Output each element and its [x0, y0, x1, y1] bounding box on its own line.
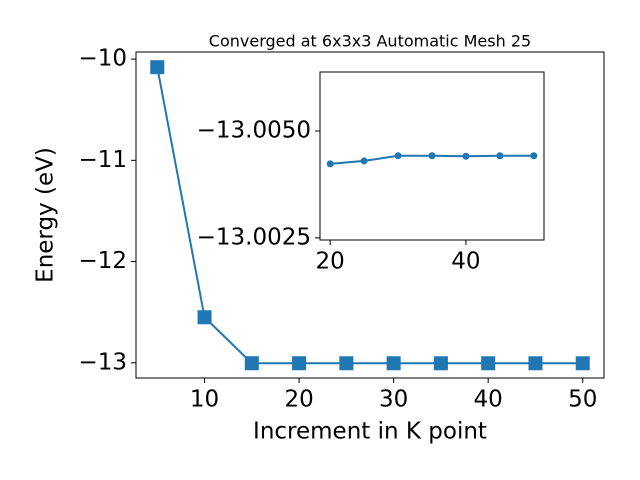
marker — [394, 152, 402, 160]
x-tick-label: 20 — [316, 249, 345, 275]
marker — [360, 157, 368, 165]
marker — [530, 152, 538, 160]
marker — [575, 356, 590, 371]
marker — [326, 160, 334, 168]
x-tick-label: 10 — [190, 387, 219, 413]
plot-frame — [135, 51, 605, 379]
x-tick-label: 40 — [474, 387, 503, 413]
y-tick-label: −10 — [78, 46, 127, 72]
y-tick-label: −12 — [78, 248, 127, 274]
y-tick-label: −13 — [78, 349, 127, 375]
marker — [150, 60, 165, 75]
marker — [386, 356, 401, 371]
marker — [197, 310, 212, 325]
y-tick-label: −11 — [78, 147, 127, 173]
marker — [292, 356, 307, 371]
plot-frame — [319, 71, 545, 241]
x-tick-label: 40 — [451, 249, 480, 275]
chart-title: Converged at 6x3x3 Automatic Mesh 25 — [209, 32, 531, 51]
y-tick-label: −13.0050 — [197, 117, 311, 143]
marker — [244, 356, 259, 371]
y-axis-label: Energy (eV) — [33, 147, 59, 283]
marker — [428, 152, 436, 160]
x-tick-label: 50 — [568, 387, 597, 413]
x-axis-label: Increment in K point — [253, 419, 487, 445]
marker — [496, 152, 504, 160]
marker — [339, 356, 354, 371]
x-tick-label: 30 — [379, 387, 408, 413]
series-line — [156, 67, 583, 365]
x-tick-label: 20 — [284, 387, 313, 413]
y-tick-label: −13.0025 — [197, 224, 311, 250]
marker — [462, 152, 470, 160]
marker — [528, 356, 543, 371]
marker — [481, 356, 496, 371]
marker — [433, 356, 448, 371]
